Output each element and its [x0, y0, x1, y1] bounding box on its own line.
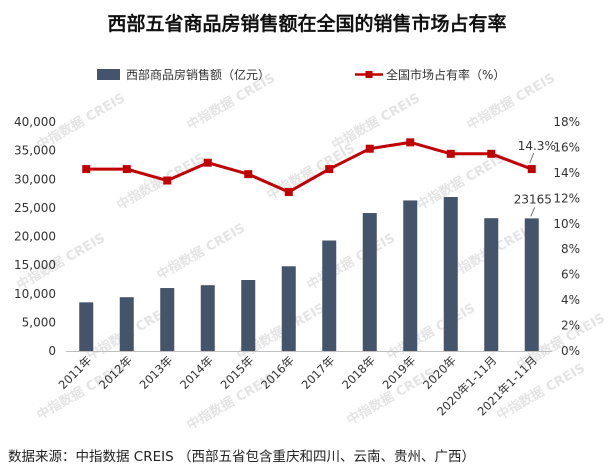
left-tick-label: 15,000: [14, 258, 56, 272]
legend: 西部商品房销售额（亿元） 全国市场占有率（%）: [97, 67, 505, 82]
share-point: [163, 176, 172, 185]
annotations: 14.3% 23165: [514, 139, 556, 217]
bar: [524, 218, 539, 351]
right-tick-label: 0%: [561, 344, 580, 358]
left-tick-label: 25,000: [14, 201, 56, 215]
legend-line-label: 全国市场占有率（%）: [386, 67, 505, 82]
left-tick-label: 5,000: [22, 315, 56, 329]
x-tick-label: 2014年: [177, 353, 216, 392]
watermark-text: 中指数据 CREIS: [384, 300, 478, 363]
left-tick-label: 10,000: [14, 287, 56, 301]
right-tick-label: 6%: [561, 268, 580, 282]
share-point: [244, 170, 253, 179]
bar: [443, 196, 458, 351]
legend-line-marker: [365, 71, 373, 78]
x-tick-label: 2018年: [339, 353, 378, 392]
share-point: [406, 138, 415, 147]
right-tick-label: 12%: [553, 191, 580, 205]
bar: [403, 200, 418, 351]
share-point: [487, 149, 496, 158]
x-tick-label: 2016年: [258, 353, 297, 392]
left-axis: 0 5,000 10,000 15,000 20,000 25,000 30,000 35,0…: [14, 115, 56, 358]
bar: [241, 280, 256, 351]
share-point: [365, 144, 374, 153]
share-point: [325, 165, 334, 174]
right-tick-label: 14%: [553, 166, 580, 180]
right-axis: 0% 2% 4% 6% 8% 10% 12% 14% 16% 18%: [553, 115, 580, 358]
bar: [160, 288, 175, 351]
bar-annotation: 23165: [514, 192, 552, 206]
share-point: [446, 149, 455, 158]
watermark-text: 中指数据 CREIS: [154, 220, 248, 283]
chart-title: 西部五省商品房销售额在全国的销售市场占有率: [107, 12, 506, 35]
bar: [362, 213, 377, 351]
right-tick-label: 16%: [553, 140, 580, 154]
left-tick-label: 35,000: [14, 144, 56, 158]
left-tick-label: 0: [48, 344, 56, 358]
share-point: [203, 158, 212, 167]
bars: [79, 196, 539, 351]
share-point: [122, 165, 131, 174]
bar: [79, 302, 94, 351]
bar-annotation-leader: [530, 207, 536, 217]
bar: [484, 218, 499, 351]
bar: [322, 240, 337, 351]
share-point: [82, 165, 91, 174]
right-tick-label: 18%: [553, 115, 580, 129]
right-tick-label: 10%: [553, 217, 580, 231]
right-tick-label: 2%: [561, 319, 580, 333]
left-tick-label: 40,000: [14, 115, 56, 129]
x-axis: 2011年 2012年 2013年 2014年 2015年 2016年 2017年 2018年…: [56, 353, 540, 418]
share-point: [284, 187, 293, 196]
watermark-text: 中指数据 CREIS: [264, 140, 358, 203]
x-tick-label: 2017年: [299, 353, 338, 392]
right-tick-label: 8%: [561, 242, 580, 256]
bar: [281, 266, 296, 351]
watermark-text: 中指数据 CREIS: [414, 150, 508, 213]
share-line: [86, 140, 533, 194]
bar: [119, 297, 134, 351]
bar: [200, 285, 215, 351]
left-tick-label: 30,000: [14, 172, 56, 186]
source-note: 数据来源：中指数据 CREIS （西部五省包含重庆和四川、云南、贵州、广西）: [8, 449, 475, 465]
line-series: [82, 138, 536, 196]
legend-bar-swatch: [97, 69, 120, 80]
share-annotation: 14.3%: [518, 139, 556, 153]
x-tick-label: 2013年: [137, 353, 176, 392]
legend-bar-label: 西部商品房销售额（亿元）: [126, 67, 270, 82]
share-point: [527, 165, 536, 174]
watermark-text: 中指数据 CREIS: [114, 150, 208, 213]
share-annotation-leader: [529, 152, 535, 164]
left-tick-label: 20,000: [14, 230, 56, 244]
watermark-text: 中指数据 CREIS: [304, 230, 398, 293]
right-tick-label: 4%: [561, 293, 580, 307]
